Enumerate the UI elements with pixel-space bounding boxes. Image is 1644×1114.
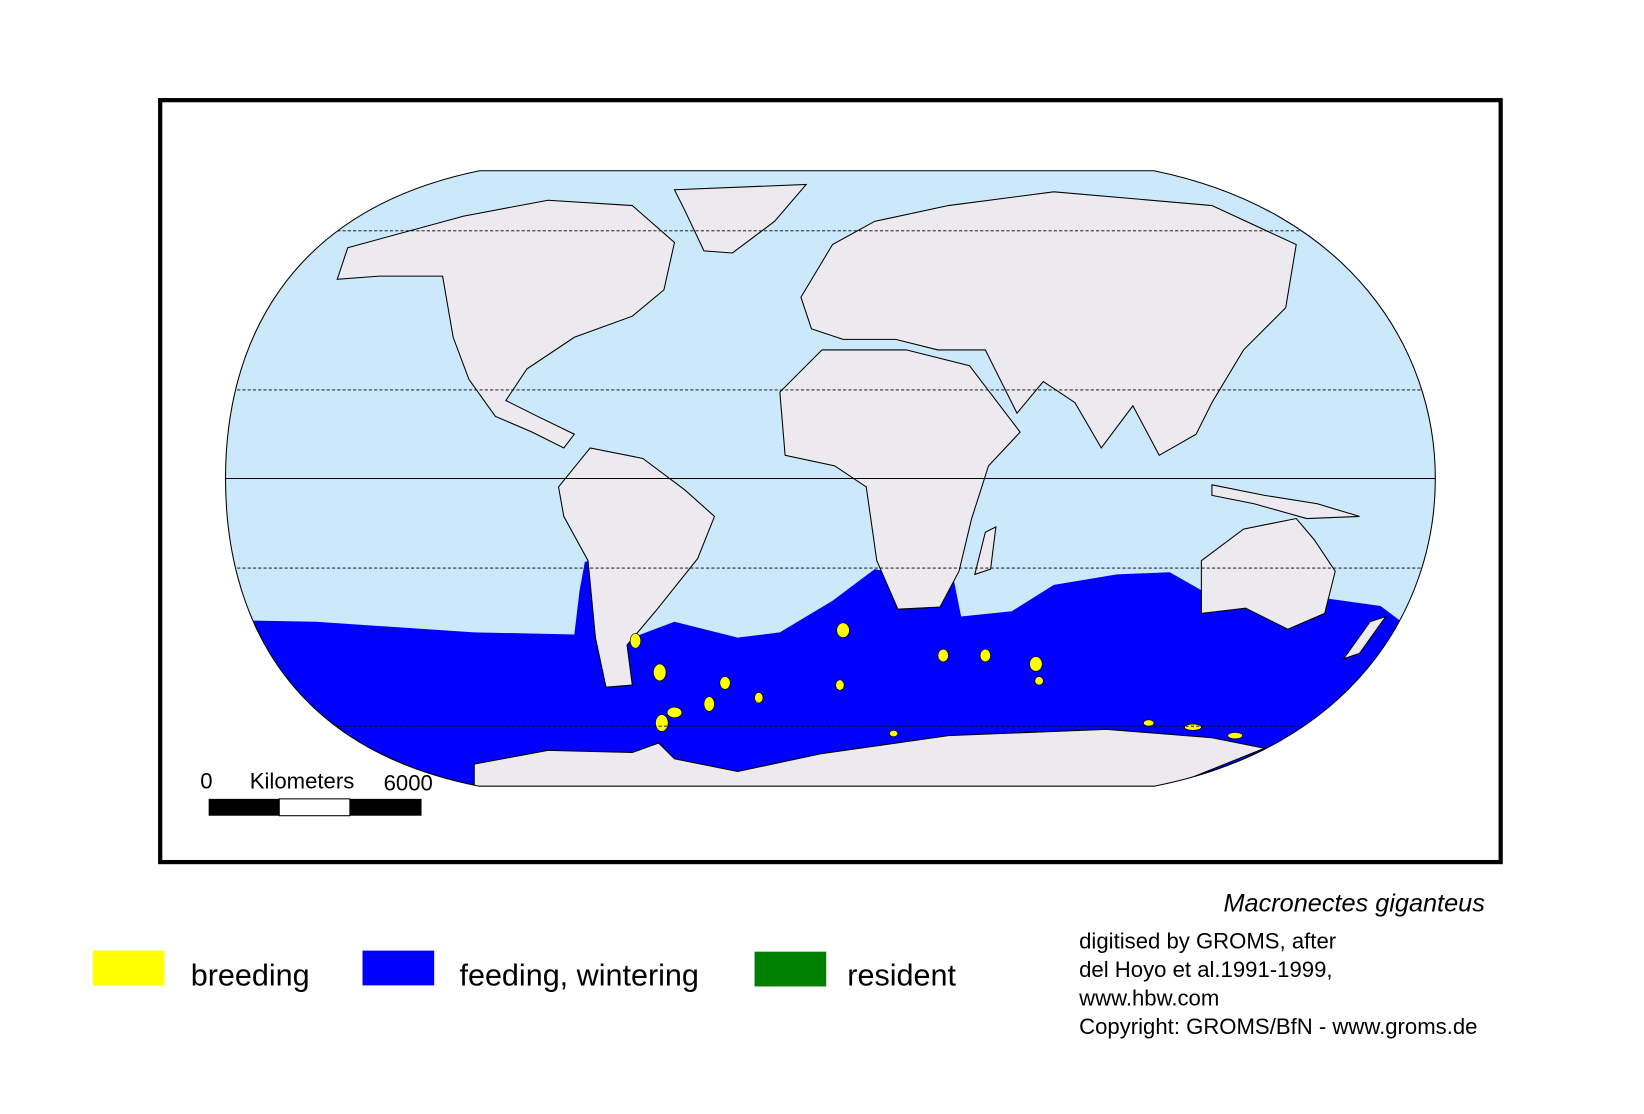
australia (1200, 517, 1336, 630)
credit-line: del Hoyo et al.1991-1999, (1079, 957, 1332, 982)
breeding-site (1029, 656, 1043, 672)
legend-swatch-feeding (362, 950, 435, 986)
scale-segment (278, 798, 351, 817)
legend-swatch-resident (754, 951, 827, 987)
breeding-site (629, 633, 642, 649)
breeding-site (754, 692, 764, 704)
breeding-site (1184, 723, 1202, 731)
copyright-line: Copyright: GROMS/BfN - www.groms.de (1079, 1014, 1477, 1039)
breeding-site (979, 648, 991, 663)
breeding-site (835, 679, 845, 691)
legend-label-resident: resident (847, 958, 956, 992)
breeding-site (1227, 732, 1243, 740)
breeding-sites (629, 622, 1243, 740)
breeding-site (655, 714, 669, 732)
north-america (336, 199, 676, 449)
africa (779, 349, 1021, 610)
credit-line: www.hbw.com (1078, 985, 1219, 1010)
breeding-site (836, 622, 850, 638)
breeding-site (937, 648, 949, 663)
scale-segment (208, 798, 280, 816)
eurasia (800, 191, 1297, 457)
greenland (673, 183, 808, 254)
scale-unit-label: Kilometers (250, 768, 355, 793)
credits: digitised by GROMS, after del Hoyo et al… (1078, 929, 1477, 1039)
breeding-site (889, 730, 899, 737)
graticule (225, 230, 1436, 727)
breeding-site (653, 663, 667, 682)
credit-line: digitised by GROMS, after (1079, 929, 1336, 954)
legend-label-breeding: breeding (191, 958, 310, 992)
map-outline (224, 170, 1436, 787)
breeding-site (666, 706, 683, 719)
scale-segment (349, 798, 422, 816)
breeding-site (1034, 676, 1044, 686)
map-body (225, 170, 1436, 787)
legend-swatch-breeding (92, 950, 165, 986)
legend: breeding feeding, wintering resident (92, 950, 956, 992)
breeding-site (703, 696, 715, 712)
legend-label-feeding: feeding, wintering (459, 958, 698, 992)
scale-end-label: 6000 (384, 770, 433, 795)
breeding-site (719, 676, 731, 690)
new-zealand (1342, 615, 1388, 660)
scale-start-label: 0 (200, 768, 212, 793)
scale-bar: 0 Kilometers 6000 (200, 768, 433, 817)
south-america (557, 447, 716, 688)
species-name: Macronectes giganteus (1223, 890, 1485, 918)
breeding-site (1143, 719, 1155, 727)
madagascar (974, 526, 997, 576)
indonesia (1211, 484, 1360, 520)
